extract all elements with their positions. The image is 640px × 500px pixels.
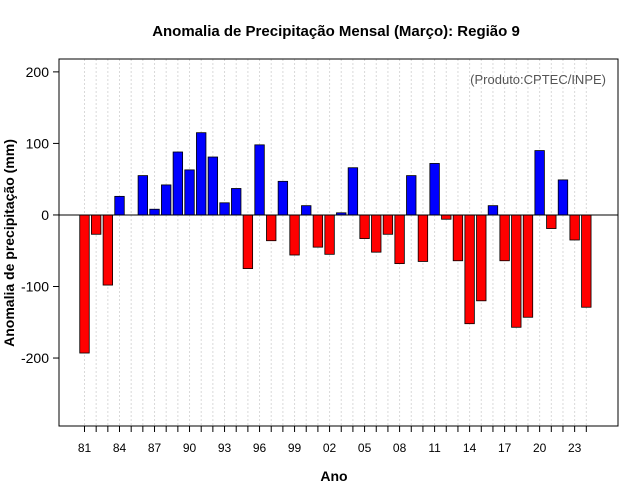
- bar-2000: [301, 205, 312, 216]
- y-axis: 200 100 0 -100 -200: [21, 64, 59, 366]
- bar-1994: [231, 188, 242, 216]
- bar-1988: [161, 184, 172, 216]
- x-tick-label: 81: [78, 441, 92, 455]
- x-tick-label: 17: [498, 441, 512, 455]
- x-axis-label: Ano: [320, 468, 347, 484]
- grid-lines: [84, 59, 587, 426]
- bar-1992: [207, 156, 219, 216]
- bar-1981: [79, 214, 90, 354]
- x-tick-label: 99: [288, 441, 302, 455]
- x-tick-label: 93: [218, 441, 232, 455]
- bar-2020: [534, 150, 545, 216]
- bar-2016: [487, 205, 499, 216]
- bar-2002: [324, 214, 335, 255]
- x-tick-label: 20: [533, 441, 547, 455]
- y-tick-label: 0: [41, 207, 49, 223]
- x-tick-label: 96: [253, 441, 267, 455]
- bar-1999: [289, 214, 300, 256]
- x-tick-label: 23: [568, 441, 582, 455]
- bar-2024: [581, 214, 592, 308]
- x-tick-label: 11: [428, 441, 441, 455]
- bar-1998: [277, 180, 289, 216]
- x-tick-label: 08: [393, 441, 407, 455]
- x-tick-label: 90: [183, 441, 197, 455]
- x-axis: 81 84 87 90 93 96 99 02 05 08 11 14 17 20 23: [78, 426, 587, 455]
- bar-1984: [114, 195, 125, 216]
- bar-1996: [254, 144, 265, 216]
- bar-1986: [137, 175, 149, 216]
- bar-2007: [382, 214, 394, 235]
- chart-title: Anomalia de Precipitação Mensal (Março):…: [152, 23, 520, 40]
- y-tick-label: -200: [21, 350, 49, 366]
- plot-frame: [58, 58, 619, 427]
- x-tick-label: 14: [463, 441, 477, 455]
- bar-2023: [569, 214, 580, 241]
- bar-1989: [172, 151, 184, 216]
- bar-2021: [546, 214, 557, 229]
- y-axis-label: Anomalia de precipitação (mm): [1, 139, 17, 347]
- bars: [79, 132, 592, 354]
- bar-1990: [184, 169, 195, 216]
- bar-2022: [557, 179, 569, 216]
- bar-2017: [499, 214, 510, 262]
- product-annotation: (Produto:CPTEC/INPE): [470, 72, 606, 87]
- y-tick-label: 100: [26, 135, 50, 151]
- x-tick-label: 02: [323, 441, 337, 455]
- bar-2013: [452, 214, 464, 262]
- bar-2011: [429, 163, 440, 216]
- bar-2008: [394, 214, 405, 265]
- bar-1995: [242, 214, 254, 270]
- bar-2004: [347, 167, 359, 216]
- bar-1987: [149, 208, 160, 216]
- bar-1991: [196, 132, 207, 216]
- y-tick-label: 200: [26, 64, 50, 80]
- bar-1993: [219, 202, 230, 216]
- bar-2009: [406, 175, 417, 216]
- x-tick-label: 87: [148, 441, 162, 455]
- bar-2010: [417, 214, 429, 262]
- bar-2014: [464, 214, 475, 325]
- x-tick-label: 05: [358, 441, 372, 455]
- bar-2006: [371, 214, 382, 253]
- y-tick-label: -100: [21, 278, 49, 294]
- bar-1997: [266, 214, 277, 242]
- bar-2015: [476, 214, 487, 302]
- x-tick-label: 84: [113, 441, 127, 455]
- bar-2005: [359, 214, 370, 239]
- bar-2019: [522, 214, 534, 318]
- bar-1983: [102, 214, 113, 286]
- bar-2018: [511, 214, 522, 328]
- bar-2012: [441, 214, 452, 220]
- bar-1982: [91, 214, 102, 235]
- bar-2001: [312, 214, 324, 248]
